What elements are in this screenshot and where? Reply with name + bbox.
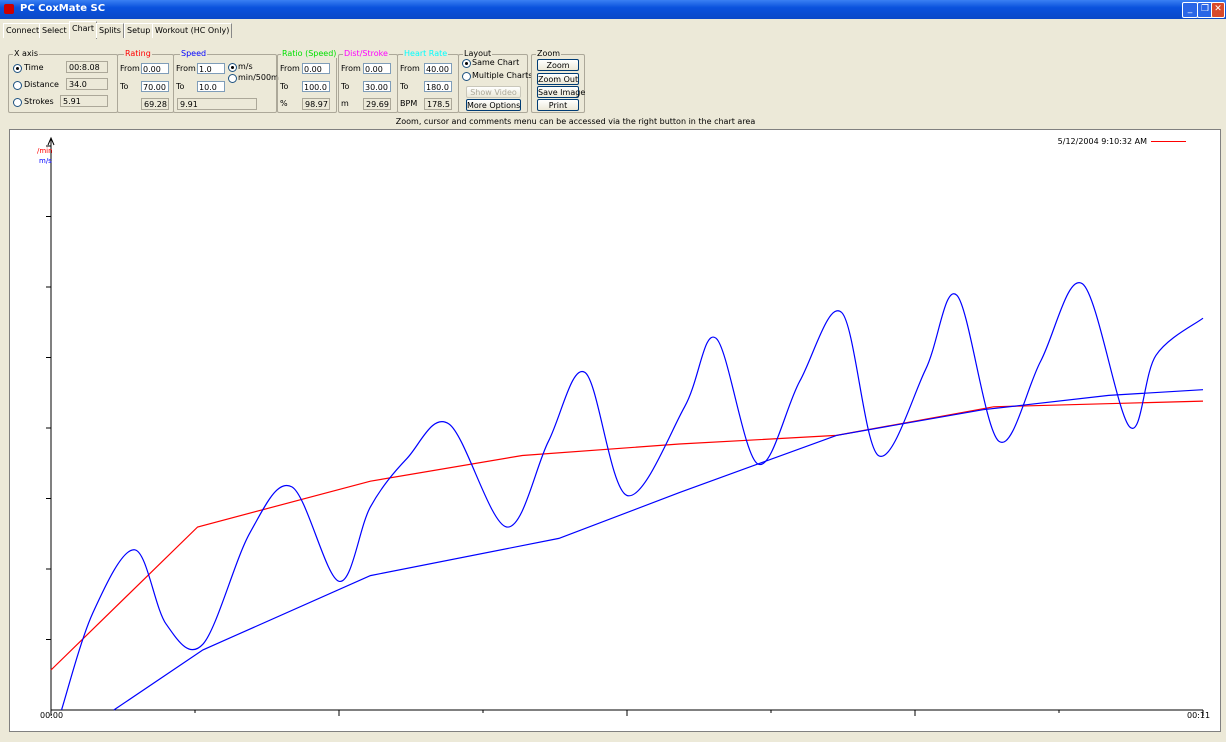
series-line-0 <box>50 400 1204 671</box>
x-axis-title: X axis <box>13 49 40 58</box>
zoom-group: Zoom Zoom Zoom Out Save Image Print <box>531 49 586 113</box>
x-tick-end: 00:11 <box>1187 711 1211 720</box>
zoom-out-button[interactable]: Zoom Out <box>537 73 579 85</box>
heart-rate-to-input[interactable]: 180.0 <box>424 81 452 92</box>
x-axis-time-radio[interactable] <box>13 64 22 73</box>
heart-rate-value: 178.5 <box>424 98 452 110</box>
speed-ms-label: m/s <box>238 62 253 71</box>
speed-split-label: min/500m <box>238 73 279 82</box>
ratio-from-input[interactable]: 0.00 <box>302 63 330 74</box>
dist-stroke-to-input[interactable]: 30.00 <box>363 81 391 92</box>
x-axis-distance-label: Distance <box>24 80 59 89</box>
zoom-title: Zoom <box>536 49 562 58</box>
heart-rate-to-label: To <box>400 82 409 91</box>
layout-title: Layout <box>463 49 493 58</box>
series-line-2 <box>60 282 1204 711</box>
tab-select[interactable]: Select <box>39 23 70 38</box>
y-label-speed: m/s <box>39 157 52 165</box>
zoom-button[interactable]: Zoom <box>537 59 579 71</box>
tab-connect[interactable]: Connect <box>3 23 43 38</box>
legend-line <box>1151 141 1186 142</box>
speed-split-radio[interactable] <box>228 74 237 83</box>
x-axis-strokes-value: 5.91 <box>60 95 108 107</box>
ratio-unit: % <box>280 99 288 108</box>
print-button[interactable]: Print <box>537 99 579 111</box>
x-axis-group: X axis Time 00:8.08 Distance 34.0 Stroke… <box>8 49 118 113</box>
speed-ms-radio[interactable] <box>228 63 237 72</box>
layout-group: Layout Same Chart Multiple Charts Show V… <box>458 49 532 113</box>
tab-splits[interactable]: Splits <box>96 23 124 38</box>
dist-stroke-unit: m <box>341 99 349 108</box>
save-image-button[interactable]: Save Image <box>537 86 586 98</box>
x-axis-time-label: Time <box>24 63 44 72</box>
speed-title: Speed <box>180 49 208 58</box>
y-axis-arrow <box>47 136 55 146</box>
x-axis-distance-value: 34.0 <box>66 78 108 90</box>
series-line-1 <box>113 389 1204 711</box>
speed-group: Speed From 1.0 To 10.0 m/s min/500m 9.91 <box>173 49 279 113</box>
window-title: PC CoxMate SC <box>20 3 106 14</box>
dist-stroke-group: Dist/Stroke From 0.00 To 30.00 m 29.69 <box>338 49 398 113</box>
tab-setup[interactable]: Setup <box>124 23 154 38</box>
dist-stroke-value: 29.69 <box>363 98 391 110</box>
rating-to-label: To <box>120 82 129 91</box>
speed-to-input[interactable]: 10.0 <box>197 81 225 92</box>
app-icon <box>4 4 14 14</box>
heart-rate-unit: BPM <box>400 99 418 108</box>
title-bar: PC CoxMate SC _ ❐ ✕ <box>0 0 1226 19</box>
speed-from-label: From <box>176 64 196 73</box>
chart-plot <box>46 136 1204 716</box>
close-icon[interactable]: ✕ <box>1211 2 1225 18</box>
rating-value: 69.28 <box>141 98 169 110</box>
chart-timestamp: 5/12/2004 9:10:32 AM <box>1057 137 1147 146</box>
speed-from-input[interactable]: 1.0 <box>197 63 225 74</box>
ratio-to-label: To <box>280 82 289 91</box>
minimize-icon[interactable]: _ <box>1182 2 1198 18</box>
dist-stroke-title: Dist/Stroke <box>343 49 389 58</box>
heart-rate-from-input[interactable]: 40.00 <box>424 63 452 74</box>
x-axis-distance-radio[interactable] <box>13 81 22 90</box>
tab-workout[interactable]: Workout (HC Only) <box>152 23 233 38</box>
heart-rate-from-label: From <box>400 64 420 73</box>
more-options-button[interactable]: More Options <box>466 99 521 111</box>
rating-from-input[interactable]: 0.00 <box>141 63 169 74</box>
chart-hint: Zoom, cursor and comments menu can be ac… <box>395 117 756 126</box>
dist-stroke-from-input[interactable]: 0.00 <box>363 63 391 74</box>
rating-title: Rating <box>124 49 152 58</box>
x-axis-strokes-label: Strokes <box>24 97 54 106</box>
ratio-from-label: From <box>280 64 300 73</box>
same-chart-radio[interactable] <box>462 59 471 68</box>
x-axis-strokes-radio[interactable] <box>13 98 22 107</box>
ratio-value: 98.97 <box>302 98 330 110</box>
rating-to-input[interactable]: 70.00 <box>141 81 169 92</box>
multiple-charts-radio[interactable] <box>462 72 471 81</box>
tab-chart[interactable]: Chart <box>69 21 97 39</box>
chart-area[interactable]: /min m/s 5/12/2004 9:10:32 AM 00:00 00:1… <box>9 129 1221 732</box>
ratio-group: Ratio (Speed) From 0.00 To 100.0 % 98.97 <box>277 49 338 113</box>
ratio-to-input[interactable]: 100.0 <box>302 81 330 92</box>
heart-rate-group: Heart Rate From 40.00 To 180.0 BPM 178.5 <box>397 49 459 113</box>
x-tick-start: 00:00 <box>40 711 64 720</box>
speed-value: 9.91 <box>177 98 257 110</box>
speed-to-label: To <box>176 82 185 91</box>
multiple-charts-label: Multiple Charts <box>472 71 533 80</box>
dist-stroke-from-label: From <box>341 64 361 73</box>
show-video-button[interactable]: Show Video <box>466 86 521 98</box>
same-chart-label: Same Chart <box>472 58 520 67</box>
dist-stroke-to-label: To <box>341 82 350 91</box>
heart-rate-title: Heart Rate <box>403 49 449 58</box>
ratio-title: Ratio (Speed) <box>281 49 338 58</box>
x-axis-time-value: 00:8.08 <box>66 61 108 73</box>
rating-group: Rating From 0.00 To 70.00 69.28 <box>117 49 174 113</box>
y-label-rating: /min <box>37 147 53 155</box>
control-panel: X axis Time 00:8.08 Distance 34.0 Stroke… <box>5 40 1221 130</box>
rating-from-label: From <box>120 64 140 73</box>
